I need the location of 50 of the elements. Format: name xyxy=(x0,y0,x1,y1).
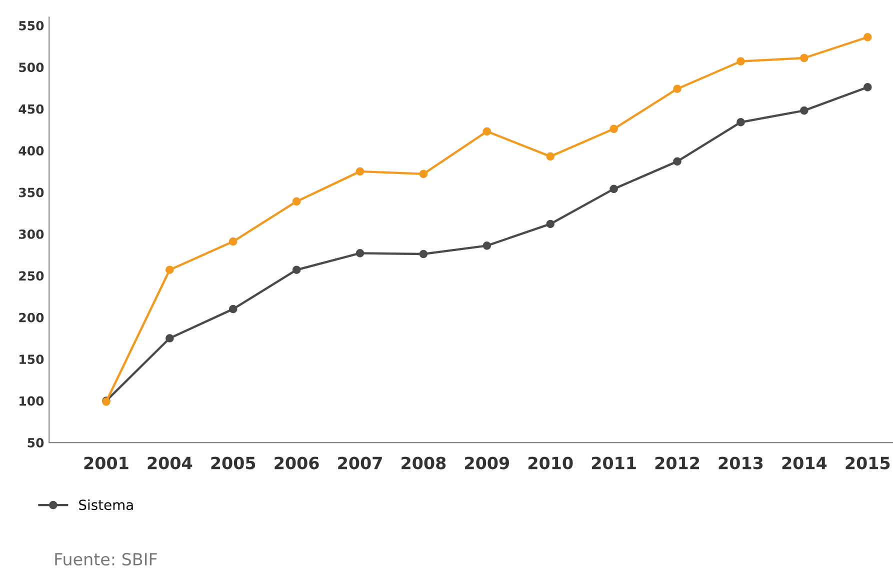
point xyxy=(166,334,174,342)
point xyxy=(673,84,682,94)
y-tick-label: 100 xyxy=(20,396,44,406)
x-tick-label: 2014 xyxy=(782,456,827,470)
x-tick-label: 2009 xyxy=(465,456,510,470)
point xyxy=(736,57,745,66)
x-tick-label: 2007 xyxy=(338,456,382,470)
y-tick-label: 550 xyxy=(19,20,44,30)
y-tick-label: 500 xyxy=(19,62,44,72)
point xyxy=(419,170,428,178)
point xyxy=(228,304,238,314)
point xyxy=(546,220,555,228)
x-tick-label: 2008 xyxy=(402,456,446,470)
y-tick-label: 150 xyxy=(20,354,44,364)
point xyxy=(610,184,618,194)
y-tick-label: 200 xyxy=(19,312,44,322)
point xyxy=(292,197,301,206)
point xyxy=(800,106,808,115)
y-tick-label: 300 xyxy=(19,229,44,239)
point xyxy=(736,118,745,126)
point xyxy=(356,249,364,258)
source-note: Fuente: SBIF xyxy=(55,552,157,566)
point xyxy=(863,32,872,42)
x-tick-label: 2010 xyxy=(528,456,573,470)
point xyxy=(800,54,808,62)
x-tick-label: 2012 xyxy=(655,456,700,470)
x-tick-label: 2015 xyxy=(846,456,890,470)
point xyxy=(356,167,364,176)
y-tick-label: 450 xyxy=(18,104,44,114)
point xyxy=(482,127,492,136)
point xyxy=(419,250,428,258)
x-tick-label: 2006 xyxy=(274,456,319,470)
point xyxy=(292,266,301,274)
y-tick-label: 250 xyxy=(19,271,44,281)
y-tick-label: 50 xyxy=(28,438,44,448)
point xyxy=(482,242,492,250)
x-tick-label: 2011 xyxy=(592,456,636,470)
x-tick-label: 2005 xyxy=(211,456,256,470)
legend-label: Sistema xyxy=(79,499,133,510)
x-tick-label: 2001 xyxy=(84,456,128,470)
point xyxy=(228,237,238,246)
x-tick-label: 2004 xyxy=(148,456,192,470)
x-tick-label: 2013 xyxy=(718,456,763,470)
point xyxy=(610,124,618,134)
point xyxy=(166,266,174,274)
y-tick-label: 400 xyxy=(18,146,44,156)
point xyxy=(673,157,682,166)
y-tick-label: 350 xyxy=(19,188,44,198)
point xyxy=(863,83,872,92)
point xyxy=(546,152,555,161)
